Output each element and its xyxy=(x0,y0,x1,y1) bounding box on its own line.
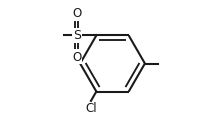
Text: O: O xyxy=(72,7,81,20)
Text: O: O xyxy=(72,51,81,64)
Text: Cl: Cl xyxy=(85,101,97,115)
Text: S: S xyxy=(73,29,81,42)
